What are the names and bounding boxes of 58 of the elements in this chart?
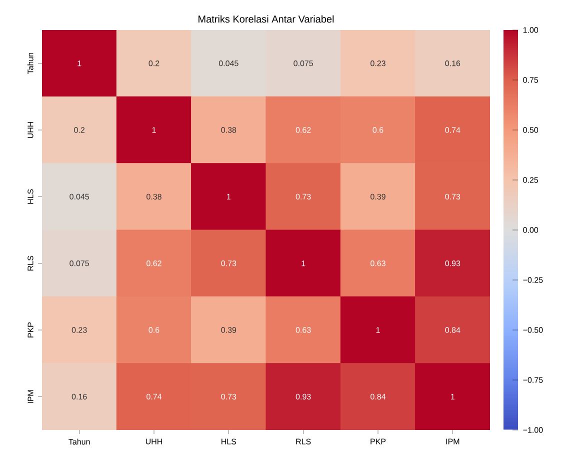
y-tick-label: RLS [28, 256, 34, 270]
data-label: 1 [152, 127, 156, 133]
x-tick-label: RLS [296, 438, 311, 444]
data-label: 0.2 [148, 60, 160, 66]
x-tick-label: UHH [146, 438, 162, 444]
data-label: 1 [78, 60, 82, 66]
data-label: 1 [227, 194, 230, 200]
color-bar-label: −1.00 [523, 427, 543, 433]
data-label: 0.74 [445, 127, 460, 133]
data-label: 0.075 [294, 60, 314, 66]
y-tick-label: UHH [28, 122, 34, 138]
data-label: 0.16 [72, 394, 87, 400]
data-label: 0.23 [370, 60, 386, 66]
color-bar-label: −0.75 [523, 377, 543, 383]
y-tick-label: HLS [28, 189, 34, 204]
color-bar-label: 0.00 [523, 227, 538, 233]
x-tick-label: Tahun [68, 438, 90, 445]
data-label: 0.2 [74, 127, 84, 133]
data-label: 0.73 [221, 394, 236, 400]
color-bar-label: 1.00 [523, 27, 538, 33]
data-label: 0.6 [148, 327, 160, 333]
data-label: 0.16 [445, 60, 460, 66]
data-label: 0.73 [445, 194, 460, 200]
data-label: 0.38 [221, 127, 236, 133]
color-bar-label: −0.50 [523, 327, 543, 333]
data-label: 0.62 [296, 127, 311, 133]
data-label: 0.84 [445, 327, 460, 333]
color-bar-label: 0.50 [523, 127, 538, 133]
data-label: 0.6 [372, 127, 384, 133]
y-tick-label: Tahun [27, 52, 34, 74]
data-label: 0.63 [296, 327, 311, 333]
data-label: 0.74 [146, 394, 162, 400]
data-label: 0.84 [370, 394, 386, 400]
color-bar-label: −0.25 [523, 277, 543, 283]
color-bar-label: 0.75 [523, 77, 538, 83]
y-tick-label: IPM [28, 390, 34, 404]
data-label: 1 [302, 260, 306, 266]
data-label: 1 [451, 394, 454, 400]
data-label: 0.38 [146, 194, 162, 200]
data-label: 0.045 [218, 60, 238, 66]
color-bar-label: 0.25 [523, 177, 538, 183]
data-label: 0.23 [72, 327, 87, 333]
x-tick-label: IPM [446, 438, 460, 444]
x-tick-label: HLS [222, 438, 236, 444]
data-label: 0.73 [296, 194, 311, 200]
data-label: 0.93 [296, 394, 311, 400]
x-tick-label: PKP [370, 438, 386, 444]
data-label: 0.39 [221, 327, 236, 333]
data-label: 0.39 [370, 194, 386, 200]
data-label: 0.73 [221, 260, 236, 266]
y-tick-label: PKP [28, 322, 34, 338]
data-label: 0.075 [70, 260, 90, 266]
data-label: 0.62 [146, 260, 162, 266]
data-label: 1 [376, 327, 380, 333]
chart-title: Matriks Korelasi Antar Variabel [198, 15, 334, 23]
data-label: 0.63 [370, 260, 386, 266]
data-label: 0.93 [445, 260, 460, 266]
data-label: 0.045 [70, 194, 90, 200]
